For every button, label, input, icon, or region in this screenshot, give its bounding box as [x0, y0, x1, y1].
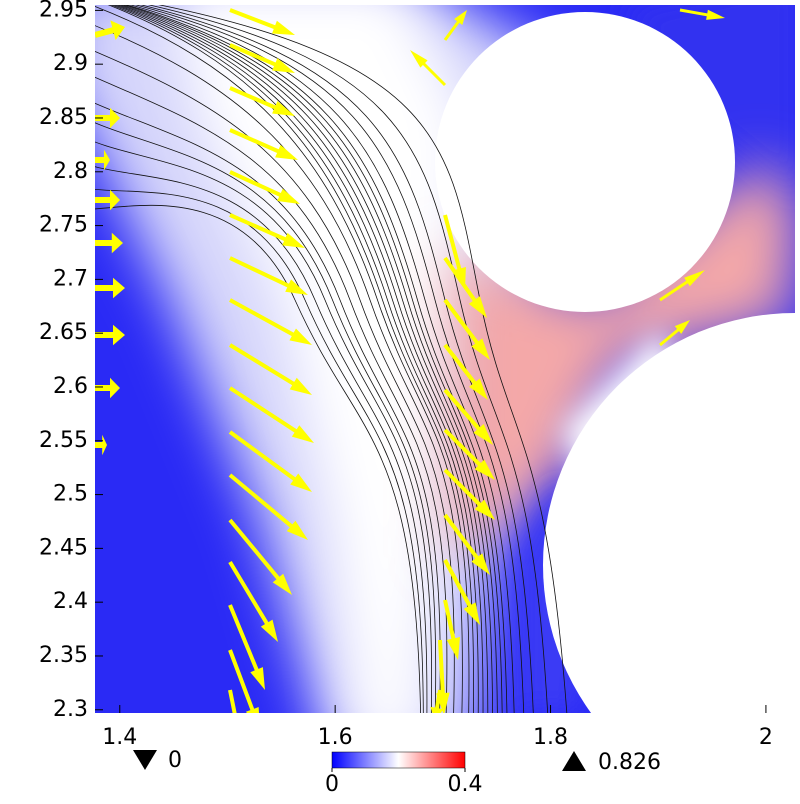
streamline — [95, 188, 424, 713]
arrow — [443, 214, 466, 290]
streamline — [95, 50, 455, 713]
arrow — [228, 386, 314, 443]
arrow — [228, 649, 259, 713]
y-tick-label: 2.45 — [39, 535, 88, 560]
y-tick-label: 2.95 — [39, 0, 88, 22]
arrow — [443, 513, 490, 575]
arrow — [443, 10, 467, 41]
arrow — [659, 320, 690, 347]
arrow — [229, 213, 305, 248]
streamline — [112, 5, 484, 713]
min-label: 0 — [168, 748, 182, 773]
y-tick-label: 2.5 — [53, 482, 88, 507]
y-tick-label: 2.65 — [39, 320, 88, 345]
arrow — [443, 428, 495, 480]
arrow — [229, 128, 298, 160]
arrows — [95, 8, 725, 713]
streamline — [125, 5, 508, 713]
streamline — [115, 5, 489, 713]
streamline — [95, 25, 463, 713]
arrow — [659, 270, 705, 302]
arrow — [229, 298, 312, 345]
arrow — [443, 599, 460, 660]
streamline — [95, 204, 421, 713]
arrow — [443, 343, 488, 400]
colorbar-tick-label: 0 — [325, 772, 339, 797]
max-label: 0.826 — [598, 750, 661, 775]
x-tick-label: 1.8 — [533, 725, 568, 750]
arrow — [95, 20, 125, 41]
arrow — [95, 324, 125, 346]
streamline — [120, 5, 498, 713]
arrow — [443, 256, 487, 318]
y-tick-label: 2.35 — [39, 643, 88, 668]
obstacle — [543, 313, 795, 713]
streamline — [95, 102, 441, 713]
streamline — [117, 5, 493, 713]
y-tick-label: 2.85 — [39, 105, 88, 130]
streamline — [147, 5, 549, 713]
arrow — [228, 689, 237, 713]
x-tick-label: 2 — [759, 725, 773, 750]
arrow — [95, 149, 110, 171]
min-marker — [133, 750, 157, 770]
axes: 2.3 2.35 2.4 2.45 2.5 2.55 2.6 2.65 2.7 2.75 2.8 2.… — [39, 0, 773, 750]
arrow — [228, 343, 312, 395]
arrow — [95, 434, 107, 456]
arrow — [95, 189, 120, 211]
arrow — [430, 689, 444, 713]
streamline — [95, 76, 448, 713]
arrow — [229, 43, 295, 73]
y-tick-label: 2.4 — [53, 589, 88, 614]
streamline — [95, 122, 437, 713]
streamline — [95, 141, 433, 713]
arrow — [443, 298, 490, 360]
arrow — [228, 473, 308, 540]
x-tick-label: 1.6 — [318, 725, 353, 750]
arrow — [443, 468, 495, 520]
arrow — [229, 170, 300, 204]
y-tick-label: 2.75 — [39, 213, 88, 238]
field-red — [450, 160, 795, 560]
arrow — [95, 107, 120, 129]
arrow — [95, 277, 125, 299]
y-tick-label: 2.6 — [53, 374, 88, 399]
arrow — [95, 377, 120, 399]
y-tick-label: 2.3 — [53, 697, 88, 722]
arrow — [228, 518, 292, 595]
y-tick-label: 2.8 — [53, 159, 88, 184]
arrow — [410, 50, 447, 87]
colorbar-tick-label: 0.4 — [448, 772, 483, 797]
streamline — [95, 166, 428, 713]
arrow — [228, 604, 265, 690]
streamline — [134, 5, 525, 713]
max-marker — [562, 751, 586, 771]
arrow — [229, 8, 295, 35]
arrow — [95, 232, 123, 254]
legend: 0 0.826 0 0.4 — [133, 748, 661, 797]
streamline — [110, 5, 479, 713]
colorbar — [331, 751, 466, 769]
arrow — [228, 560, 278, 642]
arrow — [228, 430, 312, 492]
y-tick-label: 2.7 — [53, 266, 88, 291]
y-tick-label: 2.55 — [39, 428, 88, 453]
arrow — [229, 86, 295, 116]
x-tick-label: 1.4 — [102, 725, 137, 750]
arrow — [229, 256, 308, 295]
obstacle — [435, 12, 735, 312]
arrow — [443, 388, 493, 445]
streamline — [122, 5, 503, 713]
arrow — [443, 559, 480, 625]
y-tick-label: 2.9 — [53, 51, 88, 76]
streamline — [95, 5, 470, 713]
arrow — [679, 8, 725, 20]
field — [95, 5, 795, 713]
